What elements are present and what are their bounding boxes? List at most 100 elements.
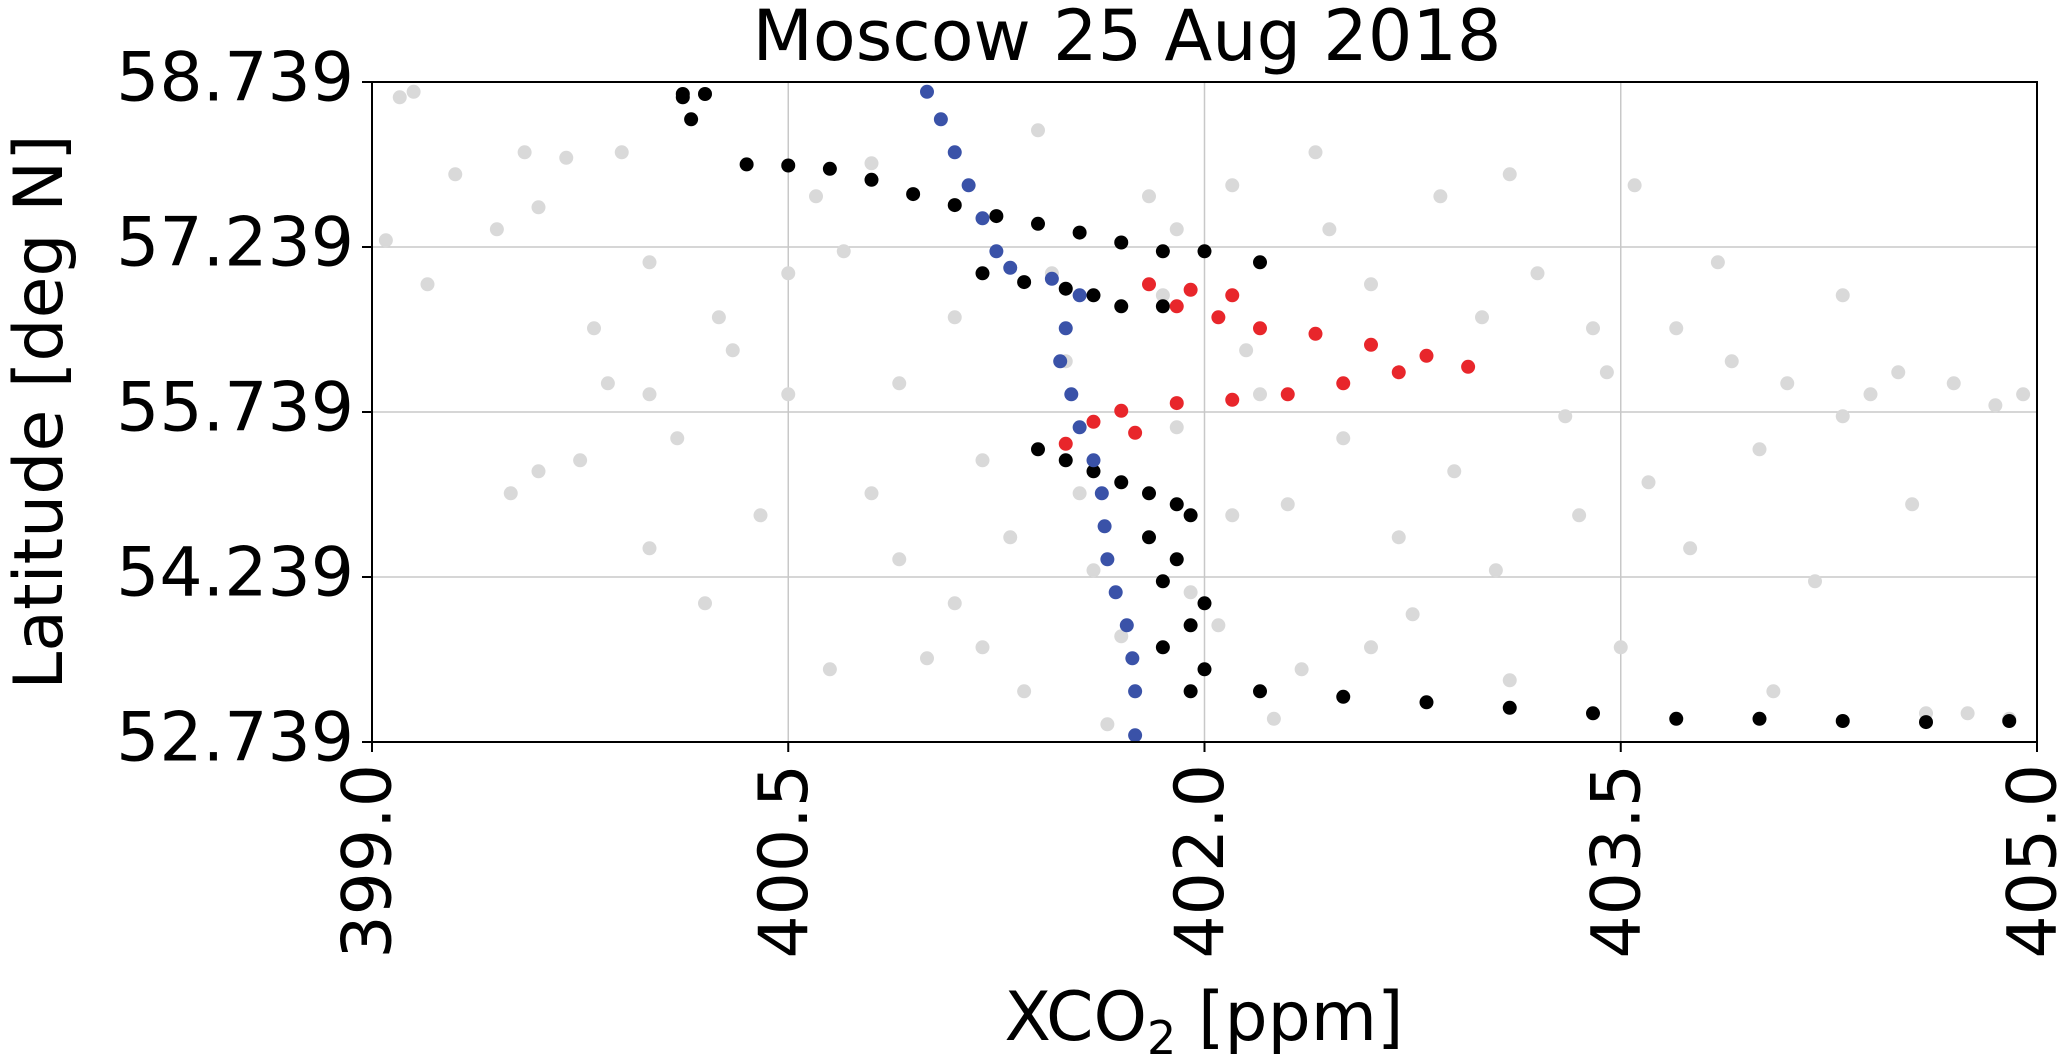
data-point xyxy=(1044,271,1059,286)
data-point xyxy=(1128,425,1143,440)
series-background-points xyxy=(378,84,2031,732)
x-axis-label-subscript: 2 xyxy=(1147,1011,1176,1061)
data-point xyxy=(1169,299,1184,314)
data-point xyxy=(1530,266,1545,281)
data-point xyxy=(1053,354,1068,369)
data-point xyxy=(1108,585,1123,600)
grid-lines xyxy=(371,81,2038,743)
data-point xyxy=(1835,409,1850,424)
data-point xyxy=(1086,464,1101,479)
data-point xyxy=(503,486,518,501)
data-point xyxy=(1086,563,1101,578)
data-point xyxy=(1058,453,1073,468)
data-point xyxy=(448,167,463,182)
data-point xyxy=(892,552,907,567)
data-point xyxy=(1225,178,1240,193)
data-point xyxy=(781,158,796,173)
data-point xyxy=(1100,717,1115,732)
y-tick-label: 54.239 xyxy=(116,534,354,613)
data-point xyxy=(1391,365,1406,380)
data-point xyxy=(781,387,796,402)
y-axis-label: Latitude [deg N] xyxy=(0,134,79,689)
data-point xyxy=(892,376,907,391)
data-point xyxy=(1183,508,1198,523)
data-point xyxy=(1239,343,1254,358)
y-tick-label: 58.739 xyxy=(116,39,354,118)
data-point xyxy=(1419,348,1434,363)
data-point xyxy=(1114,235,1129,250)
data-point xyxy=(1169,420,1184,435)
data-point xyxy=(1336,431,1351,446)
data-point xyxy=(1683,541,1698,556)
data-point xyxy=(670,431,685,446)
x-tick-label: 402.0 xyxy=(1161,764,1240,959)
data-point xyxy=(1058,436,1073,451)
data-point xyxy=(864,172,879,187)
data-point xyxy=(1558,409,1573,424)
y-tick-label: 52.739 xyxy=(116,699,354,778)
data-point xyxy=(1766,684,1781,699)
data-point xyxy=(406,84,421,99)
data-point xyxy=(2002,713,2017,728)
data-point xyxy=(781,266,796,281)
data-point xyxy=(559,150,574,165)
data-point xyxy=(1599,365,1614,380)
data-point xyxy=(836,244,851,259)
data-point xyxy=(1058,281,1073,296)
data-point xyxy=(1405,607,1420,622)
series-blue-line xyxy=(920,84,1143,743)
data-point xyxy=(989,209,1004,224)
data-point xyxy=(1960,706,1975,721)
data-point xyxy=(1586,321,1600,336)
data-point xyxy=(1641,475,1656,490)
series-black-points xyxy=(675,86,2017,730)
data-point xyxy=(1142,189,1156,204)
data-point xyxy=(1114,299,1129,314)
data-point xyxy=(1197,662,1212,677)
data-point xyxy=(1447,464,1462,479)
data-point xyxy=(1183,684,1198,699)
data-point xyxy=(1183,585,1198,600)
data-point xyxy=(1097,519,1112,534)
data-point xyxy=(1125,651,1140,666)
series-red-points xyxy=(1058,277,1476,451)
data-point xyxy=(1072,420,1087,435)
data-point xyxy=(1835,288,1850,303)
data-point xyxy=(1114,403,1129,418)
data-point xyxy=(1155,244,1170,259)
data-point xyxy=(809,189,823,204)
data-point xyxy=(1294,662,1309,677)
data-point xyxy=(920,84,934,99)
data-point xyxy=(1169,396,1184,411)
data-point xyxy=(1114,475,1129,490)
x-axis-label-suffix: [ppm] xyxy=(1176,978,1403,1057)
data-point xyxy=(1031,442,1045,457)
data-point xyxy=(1031,216,1045,231)
data-point xyxy=(420,277,435,292)
data-point xyxy=(531,464,546,479)
data-point xyxy=(614,145,629,160)
x-tick-label: 400.5 xyxy=(745,764,824,959)
data-point xyxy=(1211,618,1226,633)
data-point xyxy=(1142,486,1156,501)
data-point xyxy=(1322,222,1337,237)
data-point xyxy=(989,244,1004,259)
data-point xyxy=(1336,376,1351,391)
data-point xyxy=(1183,618,1198,633)
data-point xyxy=(1155,574,1170,589)
data-point xyxy=(1072,225,1087,240)
data-point xyxy=(1183,282,1198,297)
data-point xyxy=(1891,365,1906,380)
data-point xyxy=(1266,711,1281,726)
data-point xyxy=(864,156,879,171)
data-point xyxy=(1752,711,1767,726)
data-point xyxy=(933,112,948,127)
data-point xyxy=(600,376,615,391)
data-point xyxy=(1094,486,1109,501)
data-point xyxy=(947,145,962,160)
data-point xyxy=(1364,337,1378,352)
data-point xyxy=(711,310,726,325)
data-point xyxy=(1169,497,1184,512)
data-point xyxy=(920,651,934,666)
data-point xyxy=(739,157,754,172)
